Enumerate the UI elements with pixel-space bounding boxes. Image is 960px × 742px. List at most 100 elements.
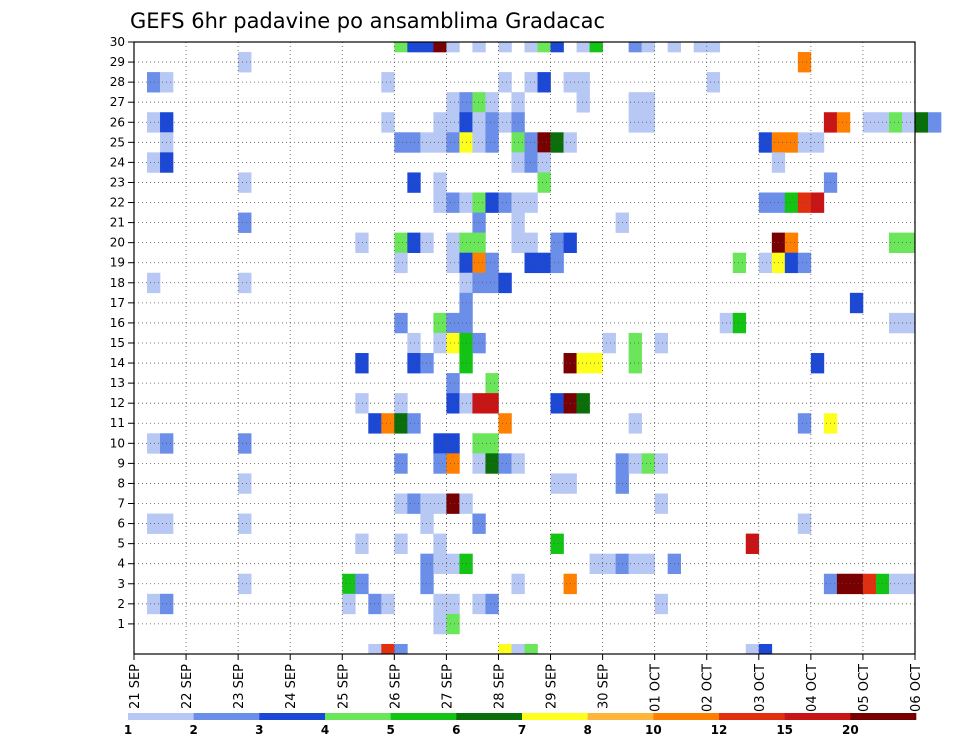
heatmap-cell [472, 433, 486, 454]
heatmap-cell [602, 332, 616, 354]
heatmap-cell [420, 42, 434, 53]
heatmap-cell [524, 643, 538, 655]
heatmap-cell [433, 553, 447, 575]
heatmap-cell [394, 312, 408, 334]
heatmap-cell [524, 72, 538, 93]
heatmap-cell [524, 232, 538, 253]
y-tick-label: 17 [110, 296, 125, 310]
x-tick-label: 30 SEP [597, 664, 612, 709]
legend-tick-label: 15 [776, 723, 793, 737]
heatmap-cell [485, 132, 499, 153]
heatmap-cell [628, 353, 642, 374]
heatmap-cell [238, 272, 252, 294]
plot-frame [133, 41, 916, 655]
y-tick-label: 18 [110, 276, 125, 290]
heatmap-cell [433, 112, 447, 133]
heatmap-cell [147, 152, 161, 173]
y-tick-label: 27 [110, 95, 125, 109]
legend-color-swatch [784, 713, 851, 720]
heatmap-cell [797, 52, 812, 73]
heatmap-cell [628, 553, 642, 575]
legend-color-swatch [193, 713, 260, 720]
legend-tick-label: 5 [386, 723, 394, 737]
legend-color-swatch [456, 713, 523, 720]
legend-color-swatch [653, 713, 720, 720]
heatmap-cell [446, 493, 460, 514]
heatmap-cell [446, 373, 460, 394]
heatmap-cell [446, 613, 460, 635]
y-tick-label: 5 [117, 537, 125, 551]
heatmap-cell [667, 42, 681, 53]
heatmap-cell [472, 453, 486, 474]
heatmap-cell [797, 513, 812, 534]
heatmap-cell [433, 453, 447, 474]
x-tick-label: 29 SEP [545, 664, 560, 709]
heatmap-cell [524, 252, 538, 274]
heatmap-cell [498, 413, 512, 434]
legend-color-swatch [850, 713, 917, 720]
heatmap-cell [355, 573, 369, 595]
heatmap-cell [420, 353, 434, 374]
heatmap-cell [433, 192, 447, 213]
legend-tick-label: 12 [711, 723, 728, 737]
heatmap-cell [928, 112, 942, 133]
y-tick-label: 10 [110, 436, 125, 450]
heatmap-cell [381, 593, 395, 615]
heatmap-cell [238, 212, 252, 233]
heatmap-cell [238, 473, 252, 494]
heatmap-cell [446, 252, 460, 274]
legend-tick-label: 1 [124, 723, 132, 737]
legend-color-swatch [719, 713, 785, 720]
heatmap-cell [810, 192, 825, 213]
legend-color-swatch [390, 713, 457, 720]
heatmap-cell [472, 513, 486, 534]
heatmap-cell [433, 493, 447, 514]
heatmap-cell [238, 513, 252, 534]
legend-tick-label: 4 [321, 723, 329, 737]
heatmap-cell [576, 42, 590, 53]
heatmap-cell [628, 413, 642, 434]
y-tick-label: 16 [110, 316, 125, 330]
heatmap-cell [433, 312, 447, 334]
heatmap-cell [732, 312, 747, 334]
x-tick-label: 22 SEP [180, 664, 195, 709]
heatmap-cell [498, 72, 512, 93]
heatmap-cell [498, 112, 512, 133]
heatmap-cell [472, 232, 486, 253]
heatmap-cell [784, 132, 799, 153]
heatmap-cell [485, 373, 499, 394]
heatmap-cell [342, 593, 356, 615]
heatmap-cell [485, 192, 499, 213]
heatmap-cell [394, 42, 408, 53]
y-tick-label: 4 [117, 557, 125, 571]
heatmap-cell [784, 192, 799, 213]
heatmap-cell [810, 132, 825, 153]
legend-tick-label: 6 [452, 723, 460, 737]
heatmap-cell [537, 132, 551, 153]
heatmap-cell [472, 272, 486, 294]
heatmap-cell [472, 212, 486, 233]
heatmap-cell [446, 232, 460, 253]
heatmap-cell [498, 192, 512, 213]
heatmap-cell [446, 112, 460, 133]
heatmap-cell [576, 92, 590, 113]
heatmap-cell [485, 92, 499, 113]
heatmap-cell [537, 252, 551, 274]
heatmap-cell [758, 643, 773, 655]
heatmap-cell [589, 42, 603, 53]
heatmap-cell [836, 573, 851, 595]
heatmap-cell [888, 232, 903, 253]
heatmap-cell [485, 453, 499, 474]
x-tick-label: 02 OCT [701, 664, 716, 712]
heatmap-cell [901, 112, 916, 133]
heatmap-cell [147, 433, 161, 454]
heatmap-cell [901, 232, 916, 253]
heatmap-cell [641, 453, 655, 474]
legend-tick-label: 2 [189, 723, 197, 737]
legend-color-swatch [259, 713, 326, 720]
x-tick-label: 21 SEP [128, 664, 143, 709]
heatmap-cell [537, 42, 551, 53]
heatmap-cell [576, 393, 590, 414]
legend-tick-label: 8 [583, 723, 591, 737]
